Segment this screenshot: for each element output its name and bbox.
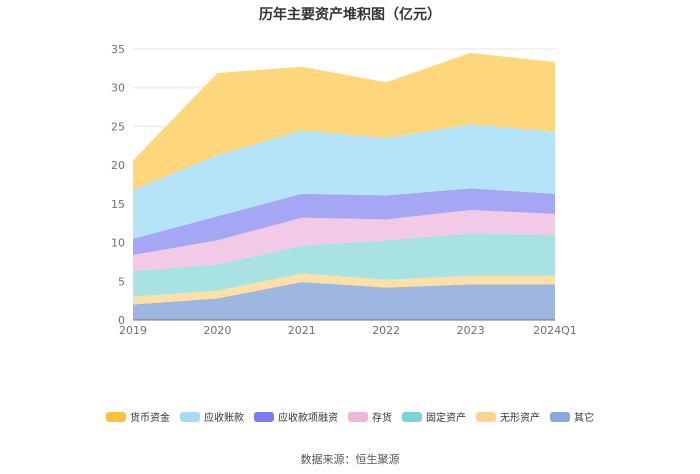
legend-label: 应收款项融资 [278, 413, 338, 424]
legend-item-无形资产[interactable]: 无形资产 [476, 409, 540, 424]
y-tick-label: 30 [111, 82, 125, 95]
axes: 0 5 10 15 20 25 30 35 2019 2020 2021 2022 2023 2024Q1 [111, 43, 577, 337]
legend-label: 其它 [574, 413, 594, 424]
chart-title: 历年主要资产堆积图（亿元） [259, 7, 441, 23]
legend-swatch [254, 411, 274, 422]
data-source: 数据来源：恒生聚源 [300, 453, 400, 466]
area-无形资产 [133, 273, 555, 305]
area-固定资产 [133, 233, 555, 297]
legend-swatch [476, 411, 496, 422]
x-tick-label: 2021 [288, 324, 316, 337]
x-tick-label: 2023 [457, 324, 485, 337]
y-tick-label: 35 [111, 43, 125, 56]
legend-label: 固定资产 [426, 413, 466, 424]
legend-item-货币资金[interactable]: 货币资金 [106, 409, 170, 424]
x-tick-label: 2019 [119, 324, 147, 337]
legend-item-固定资产[interactable]: 固定资产 [402, 409, 466, 424]
area-series [133, 52, 555, 320]
area-货币资金 [133, 52, 555, 190]
area-应收款项融资 [133, 188, 555, 255]
legend-swatch [348, 411, 368, 422]
y-tick-label: 10 [111, 237, 125, 250]
y-tick-label: 5 [118, 275, 125, 288]
x-tick-label: 2020 [203, 324, 231, 337]
legend-item-存货[interactable]: 存货 [348, 409, 392, 424]
area-其它 [133, 282, 555, 320]
x-tick-label: 2022 [372, 324, 400, 337]
legend-item-其它[interactable]: 其它 [550, 409, 594, 424]
y-tick-label: 25 [111, 120, 125, 133]
legend-label: 无形资产 [500, 413, 540, 424]
legend-item-应收账款[interactable]: 应收账款 [180, 409, 244, 424]
area-存货 [133, 210, 555, 272]
x-tick-label: 2024Q1 [533, 324, 577, 337]
legend-label: 存货 [372, 413, 392, 424]
legend-label: 货币资金 [130, 413, 170, 424]
legend-swatch [180, 411, 200, 422]
legend: 货币资金 应收账款 应收款项融资 存货 固定资产 无形资产 其它 [0, 409, 700, 424]
legend-swatch [402, 411, 422, 422]
y-tick-label: 0 [118, 314, 125, 327]
legend-label: 应收账款 [204, 413, 244, 424]
legend-item-应收款项融资[interactable]: 应收款项融资 [254, 409, 338, 424]
legend-swatch [106, 411, 126, 422]
legend-swatch [550, 411, 570, 422]
y-tick-label: 20 [111, 159, 125, 172]
y-tick-label: 15 [111, 198, 125, 211]
area-应收账款 [133, 124, 555, 239]
